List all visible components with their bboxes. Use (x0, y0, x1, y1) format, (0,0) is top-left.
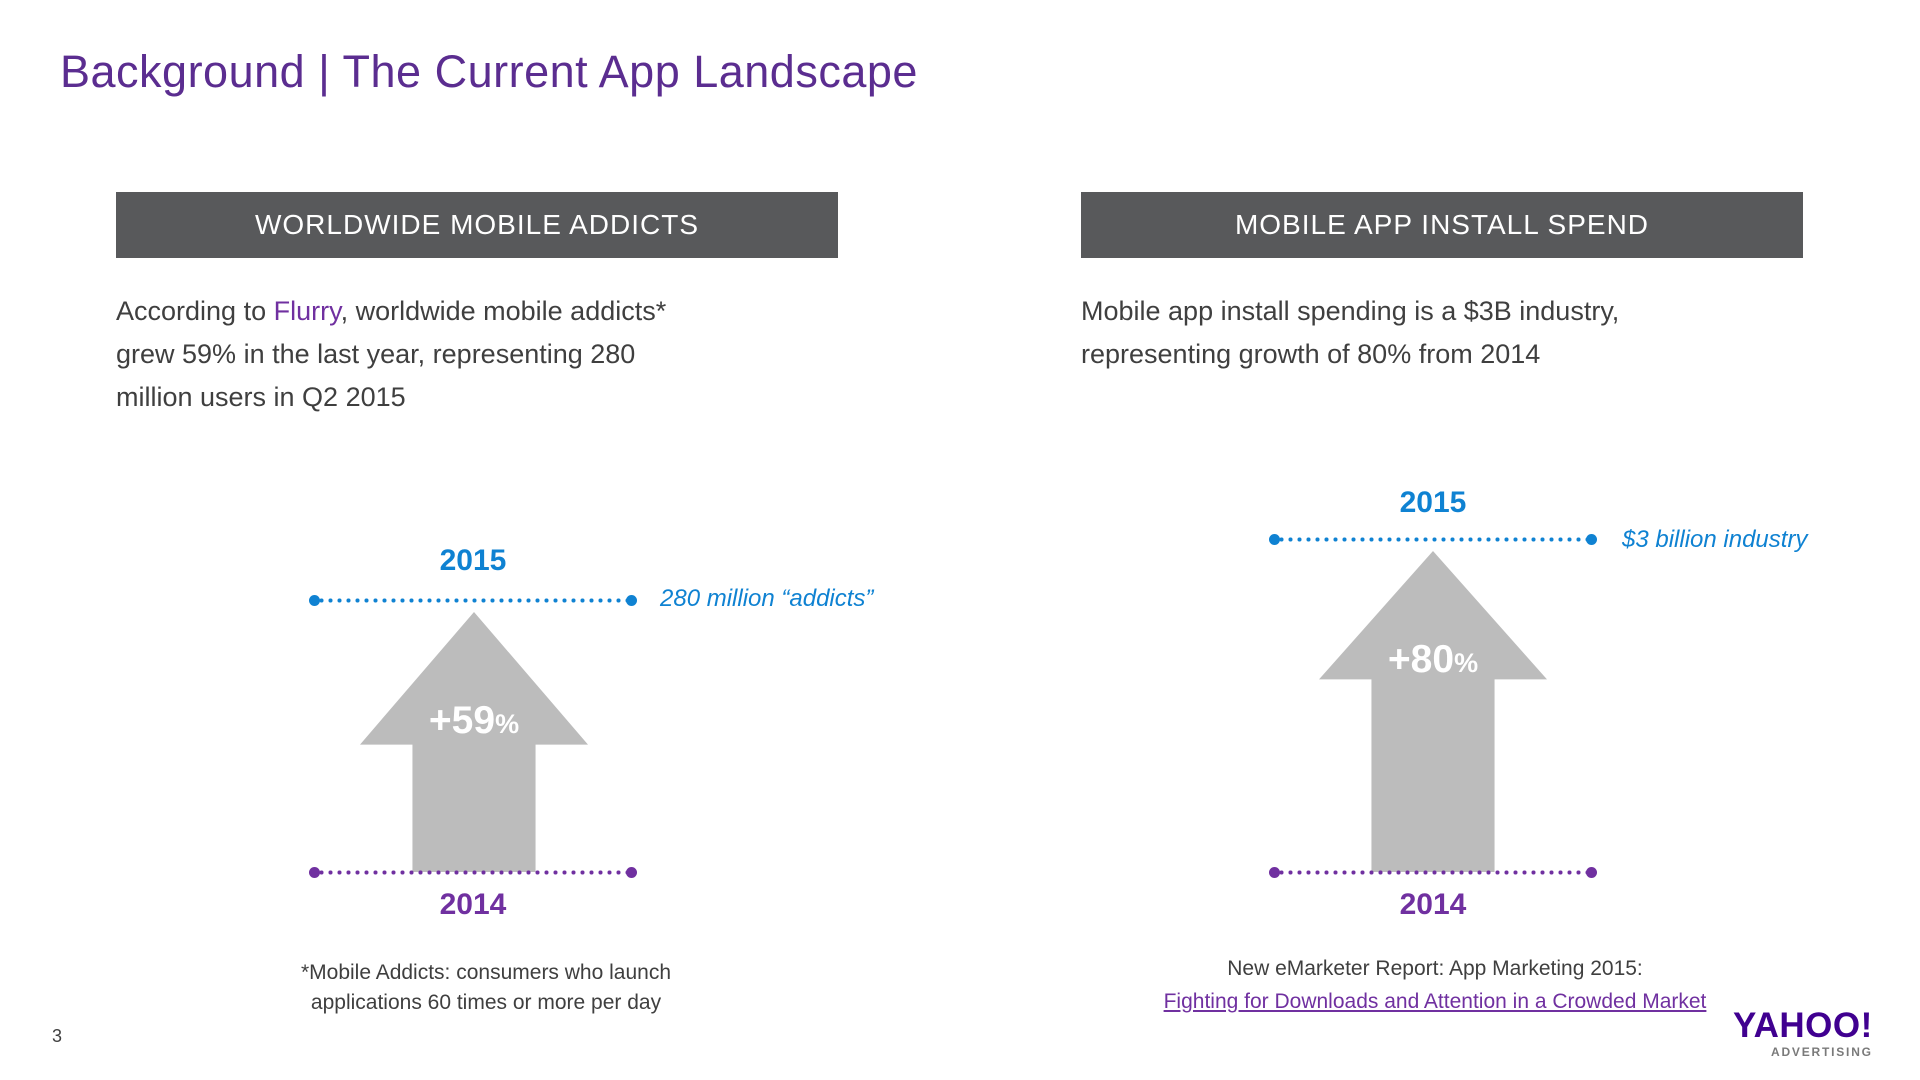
dotted-line-track (317, 870, 629, 875)
footnote-line: *Mobile Addicts: consumers who launch (300, 961, 672, 984)
body-text-segment: , worldwide mobile addicts* (340, 296, 667, 326)
body-line: According to Flurry, worldwide mobile ad… (116, 290, 796, 333)
right-chart-year-2015: 2015 (1399, 486, 1467, 519)
left-panel-header-bar: WORLDWIDE MOBILE ADDICTS (116, 192, 838, 258)
right-chart-dotted-line-2015 (1269, 533, 1597, 545)
emarketer-report-link[interactable]: Fighting for Downloads and Attention in … (1163, 990, 1707, 1013)
footnote-line: New eMarketer Report: App Marketing 2015… (1227, 957, 1643, 980)
line-endpoint-dot (1586, 534, 1597, 545)
right-chart-annotation: $3 billion industry (1622, 526, 1808, 553)
left-chart-year-2015: 2015 (439, 544, 507, 577)
yahoo-wordmark: YAHOO! (1733, 1006, 1873, 1045)
body-line: representing growth of 80% from 2014 (1081, 339, 1541, 369)
body-line: million users in Q2 2015 (116, 382, 406, 412)
left-chart-dotted-line-2015 (309, 594, 637, 606)
left-panel-header-label: WORLDWIDE MOBILE ADDICTS (254, 209, 700, 240)
line-endpoint-dot (309, 595, 320, 606)
left-chart-annotation: 280 million “addicts” (660, 585, 874, 612)
right-panel-footnote: New eMarketer Report: App Marketing 2015… (1060, 954, 1810, 1017)
footnote-line: applications 60 times or more per day (310, 991, 662, 1014)
left-panel-footnote: *Mobile Addicts: consumers who launch ap… (196, 958, 776, 1018)
growth-value: +80 (1387, 638, 1455, 681)
dotted-line-track (317, 598, 629, 603)
right-chart-year-2014: 2014 (1399, 888, 1467, 921)
body-text-segment: According to (116, 296, 274, 326)
right-growth-arrow-up: +80% (1319, 551, 1547, 872)
dotted-line-track (1277, 870, 1589, 875)
right-panel-header-bar: MOBILE APP INSTALL SPEND (1081, 192, 1803, 258)
left-chart-dotted-line-2014 (309, 866, 637, 878)
growth-percent-sign: % (1454, 648, 1479, 678)
right-growth-label: +80% (1319, 638, 1547, 682)
dotted-line-track (1277, 537, 1589, 542)
line-endpoint-dot (1269, 867, 1280, 878)
left-growth-label: +59% (360, 699, 588, 743)
slide-title: Background | The Current App Landscape (60, 46, 918, 97)
left-growth-arrow-up: +59% (360, 612, 588, 872)
line-endpoint-dot (626, 595, 637, 606)
right-chart-dotted-line-2014 (1269, 866, 1597, 878)
flurry-brand-text: Flurry (273, 296, 341, 326)
right-panel-body: Mobile app install spending is a $3B ind… (1081, 290, 1801, 376)
body-line: grew 59% in the last year, representing … (116, 339, 636, 369)
line-endpoint-dot (1586, 867, 1597, 878)
page-number: 3 (52, 1026, 63, 1046)
yahoo-logo: YAHOO! ADVERTISING (1733, 1006, 1873, 1060)
yahoo-advertising-label: ADVERTISING (1770, 1045, 1873, 1059)
line-endpoint-dot (626, 867, 637, 878)
left-panel-body: According to Flurry, worldwide mobile ad… (116, 290, 796, 419)
body-line: Mobile app install spending is a $3B ind… (1081, 296, 1620, 326)
growth-percent-sign: % (495, 709, 520, 739)
right-panel-header-label: MOBILE APP INSTALL SPEND (1234, 209, 1650, 240)
line-endpoint-dot (1269, 534, 1280, 545)
line-endpoint-dot (309, 867, 320, 878)
growth-value: +59 (428, 699, 496, 742)
left-chart-year-2014: 2014 (439, 888, 507, 921)
